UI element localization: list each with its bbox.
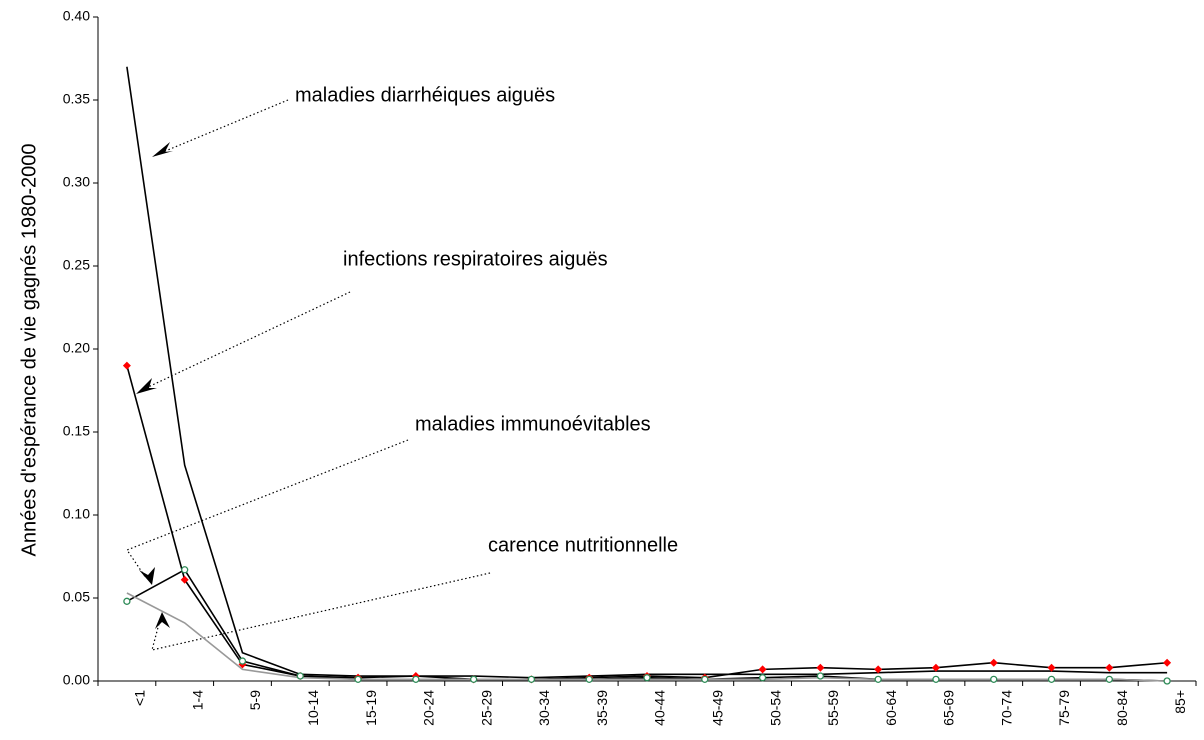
point <box>412 675 420 683</box>
x-tick-label: 70-74 <box>998 690 1014 726</box>
x-tick-label: <1 <box>132 690 148 706</box>
point <box>123 597 131 605</box>
point <box>585 675 593 683</box>
y-tick-label: 0.35 <box>63 91 90 107</box>
annotation-leaders <box>126 99 491 651</box>
point <box>1105 675 1113 683</box>
leader <box>126 439 409 579</box>
y-tick-label: 0.25 <box>63 257 90 273</box>
x-tick-label: 85+ <box>1172 690 1188 714</box>
x-tick-label: 25-29 <box>478 690 494 726</box>
x-tick-label: 60-64 <box>883 690 899 726</box>
point <box>238 657 247 665</box>
x-tick-label: 35-39 <box>594 690 610 726</box>
y-tick-label: 0.05 <box>63 589 90 605</box>
point <box>469 675 478 683</box>
point <box>180 575 189 584</box>
point <box>122 361 131 370</box>
y-axis-title: Années d'espérance de vie gagnés 1980-20… <box>18 143 40 556</box>
point <box>989 658 998 667</box>
arrowhead <box>139 567 155 585</box>
point <box>643 674 651 682</box>
x-tick-label: 80-84 <box>1114 690 1130 726</box>
point <box>1047 663 1056 672</box>
y-tick-label: 0.15 <box>63 423 90 439</box>
point <box>1163 677 1171 685</box>
point <box>181 566 189 574</box>
point <box>816 663 825 672</box>
leader <box>151 572 491 651</box>
point <box>931 663 940 672</box>
point <box>816 672 825 680</box>
point <box>990 675 998 683</box>
arrowhead <box>136 378 157 394</box>
point <box>701 675 709 683</box>
x-tick-label: 75-79 <box>1056 690 1072 726</box>
x-tick-label: 40-44 <box>652 690 668 726</box>
x-tick-label: 5-9 <box>247 690 263 710</box>
annotation: carence nutritionnelle <box>488 534 678 556</box>
y-tick-label: 0.10 <box>63 506 90 522</box>
point <box>874 675 882 683</box>
y-tick-label: 0.30 <box>63 174 90 190</box>
annotation: maladies immunoévitables <box>415 413 651 435</box>
arrowhead <box>155 612 170 629</box>
point <box>932 675 940 683</box>
x-tick-label: 10-14 <box>305 690 321 726</box>
x-tick-label: 30-34 <box>536 690 552 726</box>
x-tick-label: 20-24 <box>421 690 437 726</box>
point <box>1105 663 1114 672</box>
arrowhead <box>152 142 173 157</box>
annotation: infections respiratoires aiguës <box>343 248 608 270</box>
y-tick-label: 0.40 <box>63 8 90 24</box>
leader <box>145 291 351 389</box>
series-line <box>126 66 1168 679</box>
point <box>758 674 767 682</box>
y-tick-label: 0.00 <box>63 672 90 688</box>
x-tick-label: 15-19 <box>363 690 379 726</box>
point <box>1047 675 1056 683</box>
x-tick-label: 1-4 <box>189 690 205 710</box>
y-tick-label: 0.20 <box>63 340 90 356</box>
x-tick-label: 45-49 <box>709 690 725 726</box>
point <box>874 665 883 674</box>
point <box>758 665 767 674</box>
annotation: maladies diarrhéiques aiguës <box>295 84 555 106</box>
x-tick-label: 65-69 <box>941 690 957 726</box>
point <box>527 675 536 683</box>
point <box>296 672 304 680</box>
point <box>354 675 362 683</box>
x-tick-label: 55-59 <box>825 690 841 726</box>
point <box>1163 658 1172 667</box>
leader <box>162 99 289 153</box>
x-tick-label: 50-54 <box>767 690 783 726</box>
